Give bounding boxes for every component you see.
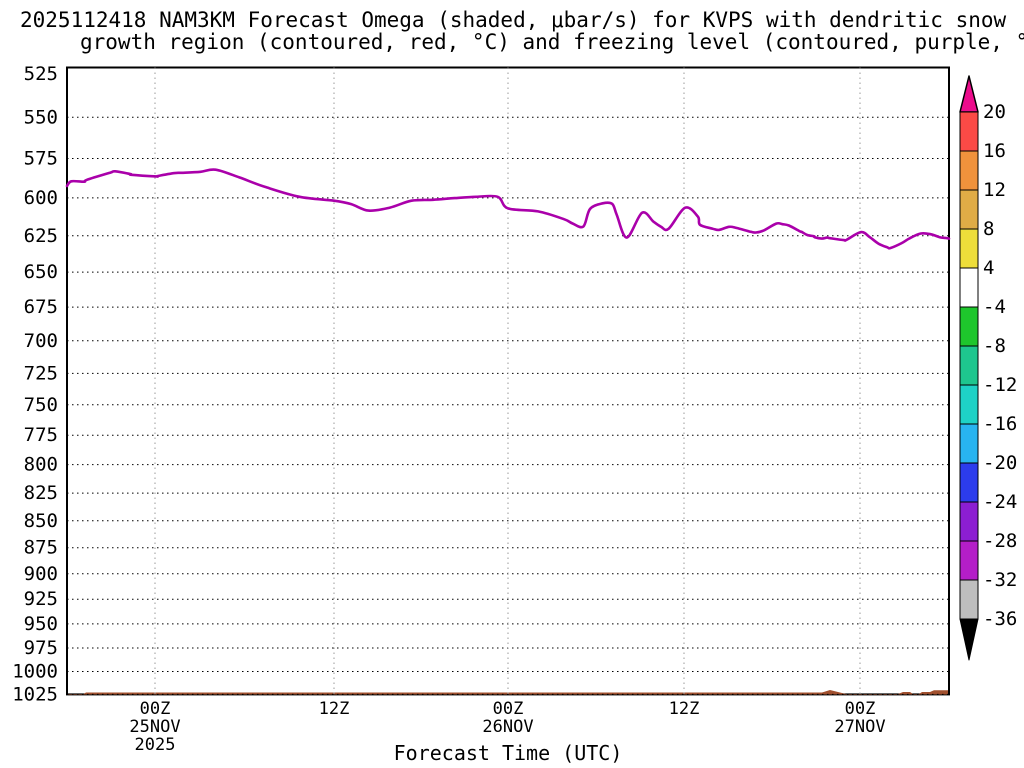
svg-text:775: 775 [24, 424, 58, 446]
svg-text:750: 750 [24, 394, 58, 416]
svg-text:-8: -8 [983, 335, 1006, 357]
svg-text:-28: -28 [983, 530, 1017, 552]
svg-text:-12: -12 [983, 374, 1017, 396]
svg-text:00Z: 00Z [493, 699, 524, 719]
svg-text:27NOV: 27NOV [834, 717, 885, 737]
svg-text:12Z: 12Z [669, 699, 700, 719]
svg-text:Forecast Time (UTC): Forecast Time (UTC) [394, 741, 623, 765]
svg-text:growth region (contoured, red,: growth region (contoured, red, °C) and f… [80, 30, 1024, 54]
svg-text:20: 20 [983, 101, 1006, 123]
svg-text:-4: -4 [983, 296, 1006, 318]
svg-text:-36: -36 [983, 608, 1017, 630]
svg-text:825: 825 [24, 482, 58, 504]
svg-text:2025: 2025 [135, 735, 176, 755]
svg-text:2025112418 NAM3KM Forecast Ome: 2025112418 NAM3KM Forecast Omega (shaded… [20, 8, 1007, 32]
svg-text:1000: 1000 [12, 661, 58, 683]
svg-text:600: 600 [24, 187, 58, 209]
svg-text:725: 725 [24, 362, 58, 384]
svg-text:4: 4 [983, 257, 994, 279]
svg-text:26NOV: 26NOV [482, 717, 533, 737]
svg-text:650: 650 [24, 261, 58, 283]
svg-text:875: 875 [24, 537, 58, 559]
svg-text:8: 8 [983, 218, 994, 240]
svg-text:975: 975 [24, 637, 58, 659]
svg-text:-16: -16 [983, 413, 1017, 435]
svg-text:575: 575 [24, 148, 58, 170]
svg-text:675: 675 [24, 296, 58, 318]
svg-text:800: 800 [24, 454, 58, 476]
svg-text:700: 700 [24, 330, 58, 352]
svg-text:550: 550 [24, 106, 58, 128]
svg-text:25NOV: 25NOV [129, 717, 180, 737]
svg-text:525: 525 [24, 63, 58, 85]
svg-text:900: 900 [24, 563, 58, 585]
svg-text:-24: -24 [983, 491, 1017, 513]
svg-text:625: 625 [24, 225, 58, 247]
svg-text:-32: -32 [983, 569, 1017, 591]
svg-text:00Z: 00Z [845, 699, 876, 719]
svg-text:950: 950 [24, 613, 58, 635]
svg-text:1025: 1025 [12, 683, 58, 705]
svg-text:12Z: 12Z [319, 699, 350, 719]
svg-text:850: 850 [24, 510, 58, 532]
svg-text:12: 12 [983, 179, 1006, 201]
svg-text:-20: -20 [983, 452, 1017, 474]
svg-text:00Z: 00Z [140, 699, 171, 719]
svg-text:16: 16 [983, 140, 1006, 162]
svg-text:925: 925 [24, 588, 58, 610]
